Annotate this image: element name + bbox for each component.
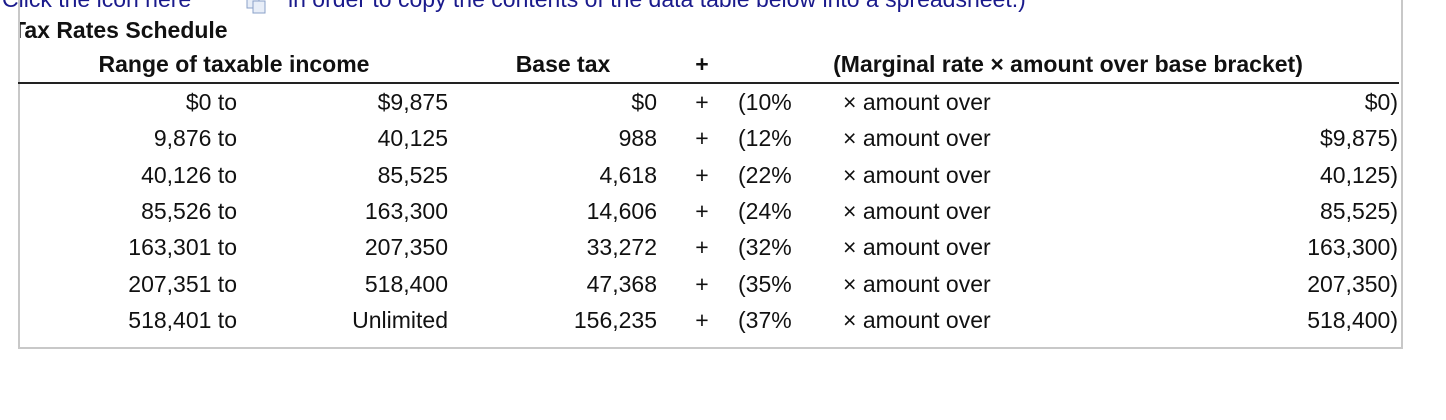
table-cell: (32% — [738, 234, 792, 261]
table-cell: 163,300) — [1307, 234, 1398, 261]
table-title: Tax Rates Schedule — [18, 17, 228, 43]
table-cell: $9,875 — [377, 89, 448, 115]
table-cell: 33,272 — [586, 234, 657, 261]
table-cell: 14,606 — [586, 197, 657, 224]
table-cell: (10% — [738, 89, 792, 115]
table-cell: 85,525 — [377, 161, 448, 188]
table-cell: 207,350 — [364, 234, 448, 261]
table-cell: 163,301 to — [128, 234, 237, 261]
table-cell: 47,368 — [586, 270, 657, 297]
table-cell: + — [695, 125, 709, 152]
table-cell: $0 — [631, 89, 657, 115]
table-cell: × amount over — [843, 306, 991, 333]
table-cell: (24% — [738, 197, 792, 224]
instruction-text: in order to copy the contents of the dat… — [288, 0, 1026, 12]
table-cell: × amount over — [843, 89, 991, 115]
table-cell: (35% — [738, 270, 792, 297]
table-cell: $9,875) — [1319, 125, 1398, 152]
table-cell: + — [695, 89, 709, 115]
table-cell: + — [695, 197, 709, 224]
table-cell: 40,126 to — [141, 161, 237, 188]
table-cell: + — [695, 270, 709, 297]
table-cell: + — [695, 234, 709, 261]
table-cell: 4,618 — [599, 161, 657, 188]
header-rule — [18, 82, 1399, 84]
table-cell: 85,525) — [1319, 197, 1398, 224]
table-cell: + — [695, 306, 709, 333]
table-cell: + — [695, 161, 709, 188]
table-cell: × amount over — [843, 270, 991, 297]
table-cell: 207,351 to — [128, 270, 237, 297]
table-cell: 518,401 to — [128, 306, 237, 333]
column-header: (Marginal rate × amount over base bracke… — [833, 51, 1303, 77]
table-cell: (37% — [738, 306, 792, 333]
column-header: Range of taxable income — [98, 51, 370, 77]
table-cell: 518,400) — [1307, 306, 1398, 333]
copy-icon[interactable] — [244, 0, 270, 16]
table-cell: $0 to — [185, 89, 237, 115]
table-cell: × amount over — [843, 161, 991, 188]
table-cell: 40,125 — [377, 125, 448, 152]
table-cell: 207,350) — [1307, 270, 1398, 297]
table-cell: 40,125) — [1319, 161, 1398, 188]
table-box: Tax Rates Schedule — [18, 0, 1403, 349]
table-cell: 156,235 — [573, 306, 657, 333]
instruction-text: Click the icon here — [2, 0, 191, 12]
table-cell: (12% — [738, 125, 792, 152]
table-cell: (22% — [738, 161, 792, 188]
table-cell: Unlimited — [352, 306, 448, 333]
table-cell: 163,300 — [364, 197, 448, 224]
column-header: + — [695, 51, 709, 77]
table-cell: × amount over — [843, 125, 991, 152]
table-cell: 85,526 to — [141, 197, 237, 224]
table-cell: × amount over — [843, 234, 991, 261]
table-cell: 988 — [618, 125, 657, 152]
table-cell: 9,876 to — [153, 125, 237, 152]
column-header: Base tax — [515, 51, 611, 77]
table-cell: 518,400 — [364, 270, 448, 297]
table-cell: $0) — [1364, 89, 1398, 115]
table-cell: × amount over — [843, 197, 991, 224]
